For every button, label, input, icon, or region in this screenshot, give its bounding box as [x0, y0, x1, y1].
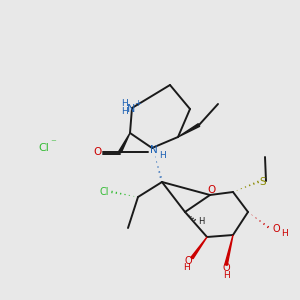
Text: Cl: Cl: [38, 143, 49, 153]
Text: H: H: [183, 263, 189, 272]
Text: H: H: [224, 271, 230, 280]
Polygon shape: [119, 133, 130, 153]
Text: N: N: [127, 104, 135, 114]
Text: H: H: [198, 218, 204, 226]
Text: O: O: [222, 263, 230, 273]
Text: O: O: [94, 147, 102, 157]
Text: H: H: [280, 230, 287, 238]
Text: H: H: [121, 100, 128, 109]
Polygon shape: [178, 124, 200, 137]
Text: O: O: [272, 224, 280, 234]
Text: O: O: [208, 185, 216, 195]
Text: H: H: [121, 107, 128, 116]
Text: S: S: [260, 177, 266, 187]
Text: Cl: Cl: [99, 187, 109, 197]
Text: N: N: [150, 145, 158, 155]
Text: O: O: [184, 256, 192, 266]
Polygon shape: [191, 237, 207, 259]
Text: +: +: [135, 100, 141, 109]
Text: ⁻: ⁻: [50, 138, 56, 148]
Text: H: H: [159, 151, 165, 160]
Polygon shape: [225, 235, 233, 265]
